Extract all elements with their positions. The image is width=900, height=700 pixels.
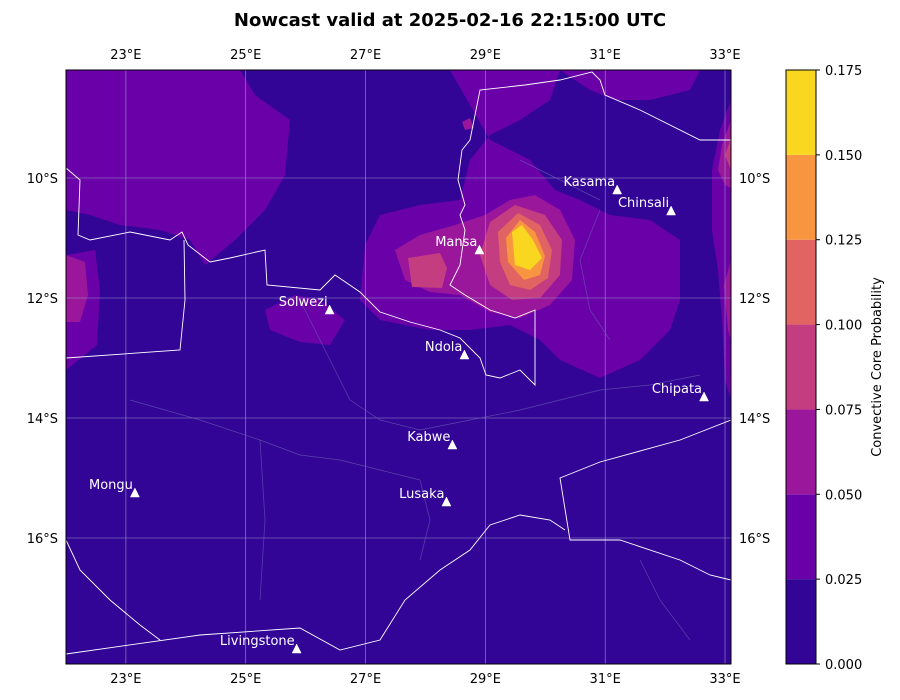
lat-tick-right: 10°S: [739, 172, 770, 187]
map-frame: [65, 69, 732, 665]
map-panel[interactable]: [66, 70, 731, 664]
colorbar-tick-label: 0.100: [825, 319, 862, 334]
colorbar-tick-label: 0.000: [825, 658, 862, 673]
city-label: Mansa: [435, 235, 477, 250]
city-marker-icon: [474, 244, 485, 255]
colorbar-band: [786, 70, 816, 155]
province-boundaries: [129, 159, 701, 641]
lon-tick-top: 27°E: [350, 48, 381, 63]
lon-tick-top: 23°E: [110, 48, 141, 63]
city-label: Chinsali: [618, 196, 669, 211]
lon-tick-bottom: 25°E: [230, 672, 261, 687]
colorbar-band: [786, 494, 816, 580]
lon-tick-bottom: 31°E: [590, 672, 621, 687]
colorbar-band: [786, 324, 816, 410]
city-label: Ndola: [425, 340, 463, 355]
lat-tick-left: 16°S: [27, 532, 58, 547]
contour-band-1: [265, 295, 345, 345]
lat-tick-right: 14°S: [739, 412, 770, 427]
city-marker-icon: [612, 184, 623, 195]
city-marker-icon: [129, 487, 140, 498]
colorbar-tick-label: 0.050: [825, 488, 862, 503]
lon-tick-bottom: 33°E: [709, 672, 740, 687]
city-marker-icon: [459, 349, 470, 360]
country-borders: [66, 71, 731, 655]
colorbar: 0.000 0.025 0.050 0.075 0.100 0.125 0.150 0.175…: [785, 64, 885, 673]
city-label: Lusaka: [399, 487, 444, 502]
colorbar-bands: [786, 70, 816, 664]
lat-tick-left: 10°S: [27, 172, 58, 187]
lon-tick-top: 29°E: [470, 48, 501, 63]
colorbar-band: [786, 154, 816, 240]
lon-tick-bottom: 29°E: [470, 672, 501, 687]
city-label: Kasama: [564, 175, 616, 190]
colorbar-tick-label: 0.175: [825, 64, 862, 79]
lat-tick-right: 12°S: [739, 292, 770, 307]
lat-tick-left: 12°S: [27, 292, 58, 307]
map-title: Nowcast valid at 2025-02-16 22:15:00 UTC: [233, 10, 667, 31]
colorbar-tick-label: 0.125: [825, 234, 862, 249]
colorbar-frame: [785, 69, 817, 665]
gridlines: [66, 70, 731, 664]
lon-tick-top: 31°E: [590, 48, 621, 63]
probability-contours: [66, 70, 731, 400]
contour-band-2: [66, 255, 88, 322]
lon-tick-bottom: 23°E: [110, 672, 141, 687]
city-marker-icon: [666, 205, 676, 216]
lat-tick-right: 16°S: [739, 532, 770, 547]
contour-band-1: [66, 70, 290, 265]
lat-tick-left: 14°S: [27, 412, 58, 427]
city-label: Livingstone: [220, 634, 295, 649]
colorbar-tick-label: 0.075: [825, 403, 862, 418]
city-marker-icon: [447, 439, 458, 450]
city-label: Mongu: [89, 478, 133, 493]
colorbar-band: [786, 409, 816, 495]
city-marker-icon: [441, 496, 452, 507]
contour-band-6: [512, 225, 542, 270]
city-label: Solwezi: [279, 295, 328, 310]
city-marker-icon: [291, 643, 302, 654]
lon-tick-top: 25°E: [230, 48, 261, 63]
colorbar-label: Convective Core Probability: [870, 277, 885, 457]
contour-band-2: [718, 120, 731, 188]
contour-band-3: [725, 138, 731, 170]
colorbar-ticks: 0.000 0.025 0.050 0.075 0.100 0.125 0.150 0.175: [816, 64, 862, 673]
axis-tick-labels: 23°E 23°E 25°E 25°E 27°E 27°E 29°E 29°E 31°E 31°E…: [27, 48, 771, 687]
city-label: Chipata: [652, 382, 702, 397]
city-marker-icon: [324, 304, 335, 315]
lon-tick-bottom: 27°E: [350, 672, 381, 687]
colorbar-band: [786, 239, 816, 325]
contour-band-2: [724, 260, 731, 340]
colorbar-band: [786, 579, 816, 664]
colorbar-tick-label: 0.150: [825, 149, 862, 164]
city-label: Kabwe: [407, 430, 450, 445]
contour-band-2: [462, 118, 474, 130]
colorbar-tick-label: 0.025: [825, 573, 862, 588]
city-marker-icon: [699, 391, 709, 402]
contour-band-3: [408, 253, 447, 288]
lon-tick-top: 33°E: [709, 48, 740, 63]
contour-band-1: [560, 70, 700, 100]
